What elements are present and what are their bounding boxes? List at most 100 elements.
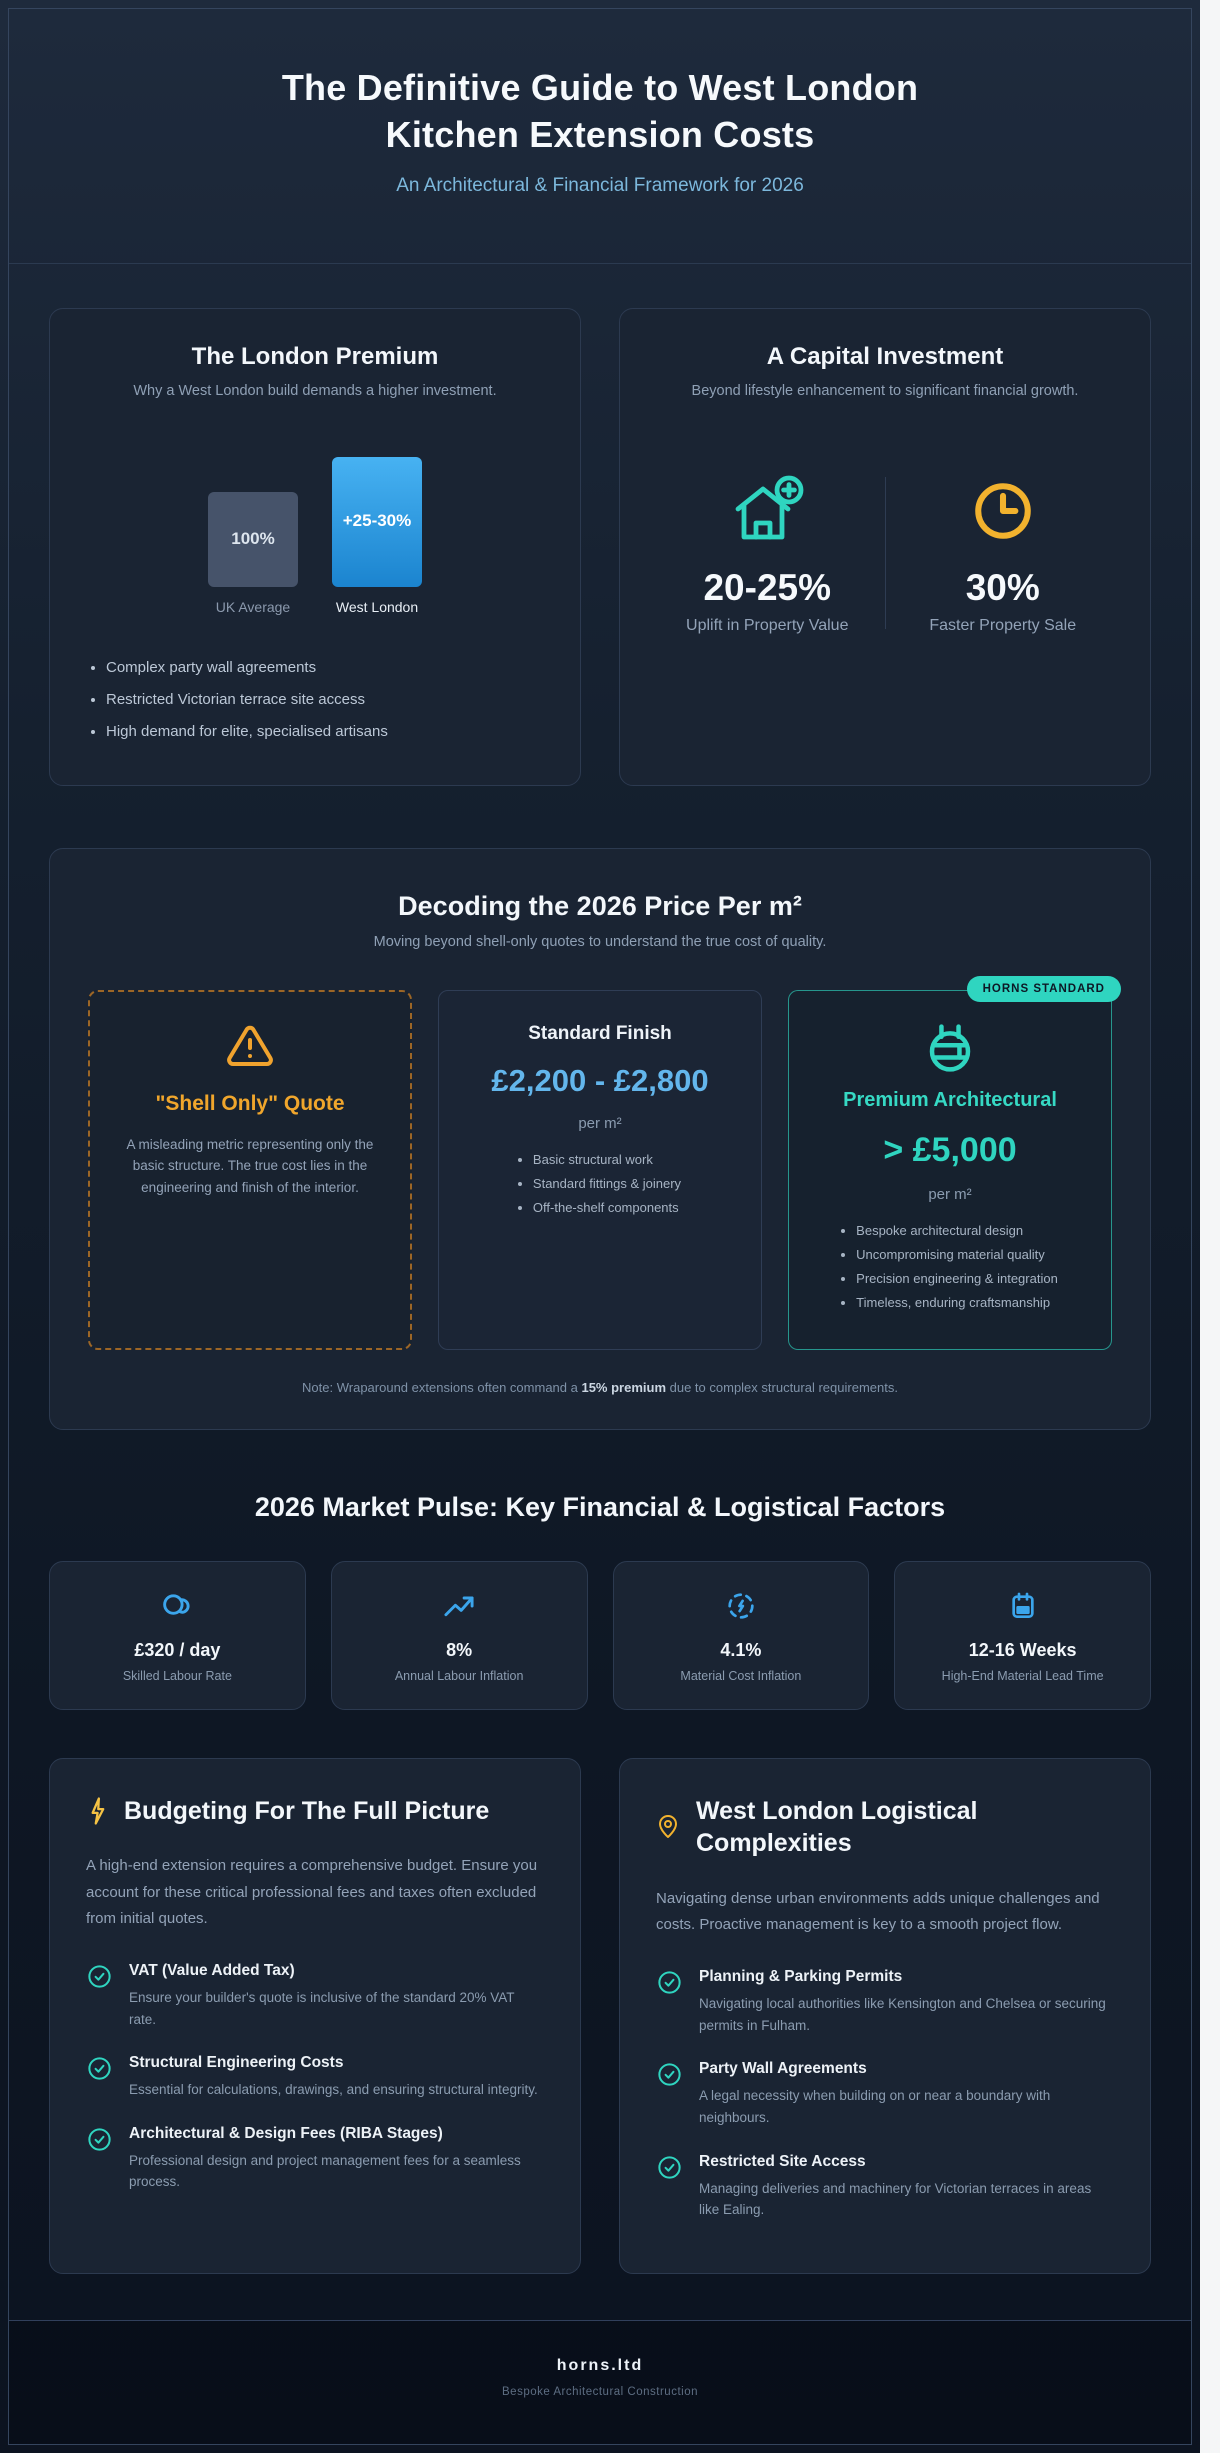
stat-value: 30%: [965, 566, 1040, 608]
tier-features: Bespoke architectural design Uncompromis…: [856, 1223, 1058, 1319]
note-bold-text: 15% premium: [581, 1379, 667, 1395]
list-item: High demand for elite, specialised artis…: [106, 723, 550, 740]
bottom-cards-row: Budgeting For The Full Picture A high-en…: [49, 1757, 1151, 2274]
stat-label: Annual Labour Inflation: [394, 1668, 524, 1683]
check-item-content: Structural Engineering Costs Essential f…: [129, 2054, 538, 2101]
check-item: Planning & Parking Permits Navigating lo…: [656, 1968, 1114, 2036]
coins-icon: [64, 1590, 291, 1622]
stat-faster-sale: 30% Faster Property Sale: [886, 471, 1121, 635]
cost-comparison-bar-chart: 100% +25-30%: [80, 456, 550, 587]
logistics-card-header: West London Logistical Complexities: [656, 1795, 1114, 1860]
footer: horns.ltd Bespoke Architectural Construc…: [9, 2319, 1191, 2444]
trending-up-icon: [346, 1590, 573, 1622]
budgeting-title: Budgeting For The Full Picture: [124, 1796, 490, 1825]
warning-triangle-icon: [112, 1022, 388, 1070]
logistics-items: Planning & Parking Permits Navigating lo…: [656, 1968, 1114, 2221]
tier-features: Basic structural work Standard fittings …: [533, 1152, 681, 1224]
clock-icon: [886, 471, 1121, 551]
check-item-title: Architectural & Design Fees (RIBA Stages…: [129, 2124, 443, 2142]
tier-unit: per m²: [578, 1114, 622, 1132]
budgeting-items: VAT (Value Added Tax) Ensure your builde…: [86, 1962, 544, 2193]
bar-west-london-value: +25-30%: [332, 456, 422, 587]
check-item-content: Restricted Site Access Managing deliveri…: [699, 2153, 1114, 2221]
bar-west-london: +25-30%: [332, 456, 422, 587]
stat-value: 8%: [446, 1639, 473, 1660]
tier-name: Standard Finish: [528, 1022, 672, 1044]
check-item-title: Party Wall Agreements: [699, 2060, 867, 2078]
tier-price: > £5,000: [883, 1130, 1017, 1169]
check-item-description: A legal necessity when building on or ne…: [699, 2088, 1051, 2126]
capital-investment-subtitle: Beyond lifestyle enhancement to signific…: [691, 382, 1079, 399]
stat-label: Faster Property Sale: [929, 616, 1077, 634]
bar-uk-average: 100%: [208, 491, 298, 587]
tier-unit: per m²: [928, 1185, 972, 1203]
map-pin-icon: [656, 1812, 680, 1842]
page-title-line2: Kitchen Extension Costs: [385, 113, 815, 155]
stat-label: High-End Material Lead Time: [941, 1668, 1104, 1683]
check-item: Restricted Site Access Managing deliveri…: [656, 2153, 1114, 2221]
stat-value: £320 / day: [134, 1639, 221, 1660]
tier-standard-finish: Standard Finish £2,200 - £2,800 per m² B…: [438, 989, 762, 1350]
check-item-content: Planning & Parking Permits Navigating lo…: [699, 1968, 1114, 2036]
bar-axis-labels: UK Average West London: [80, 599, 550, 615]
vertical-divider: [884, 476, 886, 629]
check-item: Party Wall Agreements A legal necessity …: [656, 2060, 1114, 2128]
stat-card-lead-time: 12-16 Weeks High-End Material Lead Time: [894, 1560, 1151, 1710]
check-circle-icon: [656, 1969, 683, 2036]
note-text: Note: Wraparound extensions often comman…: [302, 1379, 582, 1395]
stat-label: Skilled Labour Rate: [122, 1668, 232, 1683]
check-item: VAT (Value Added Tax) Ensure your builde…: [86, 1962, 544, 2030]
london-premium-card: The London Premium Why a West London bui…: [49, 307, 581, 786]
check-item-title: Structural Engineering Costs: [129, 2054, 344, 2072]
check-item-description: Managing deliveries and machinery for Vi…: [699, 2180, 1092, 2218]
check-item-content: Party Wall Agreements A legal necessity …: [699, 2060, 1114, 2128]
tier-name: "Shell Only" Quote: [155, 1091, 345, 1115]
top-cards-row: The London Premium Why a West London bui…: [49, 307, 1151, 786]
calendar-icon: [909, 1590, 1136, 1622]
check-circle-icon: [656, 2154, 683, 2221]
page-frame: The Definitive Guide to West London Kitc…: [8, 8, 1192, 2445]
check-item: Architectural & Design Fees (RIBA Stages…: [86, 2125, 544, 2193]
stat-value: 12-16 Weeks: [968, 1639, 1077, 1660]
stat-value: 20-25%: [703, 566, 832, 608]
list-item: Restricted Victorian terrace site access: [106, 691, 550, 708]
premium-architectural-icon: [811, 1021, 1089, 1075]
check-item-content: Architectural & Design Fees (RIBA Stages…: [129, 2125, 544, 2193]
main-content: The London Premium Why a West London bui…: [9, 264, 1191, 2274]
bar-uk-average-value: 100%: [208, 491, 298, 587]
list-item: Basic structural work: [533, 1152, 681, 1167]
market-pulse-title: 2026 Market Pulse: Key Financial & Logis…: [254, 1491, 946, 1522]
bar-west-london-label: +25-30%: [342, 511, 412, 531]
check-item-description: Professional design and project manageme…: [129, 2152, 521, 2190]
cost-cycle-icon: [628, 1590, 855, 1622]
stat-value: 4.1%: [720, 1639, 762, 1660]
premium-reasons-list: Complex party wall agreements Restricted…: [106, 659, 550, 740]
tier-premium-architectural: HORNS STANDARD Premium Architectural > £…: [788, 975, 1121, 1350]
budgeting-card-header: Budgeting For The Full Picture: [86, 1795, 544, 1828]
check-circle-icon: [656, 2061, 683, 2128]
budgeting-card: Budgeting For The Full Picture A high-en…: [49, 1757, 581, 2274]
check-item-content: VAT (Value Added Tax) Ensure your builde…: [129, 1962, 544, 2030]
market-pulse-grid: £320 / day Skilled Labour Rate 8% Annual…: [49, 1560, 1151, 1710]
check-item-title: Restricted Site Access: [699, 2152, 866, 2170]
check-item-description: Navigating local authorities like Kensin…: [699, 1996, 1106, 2033]
check-item-description: Essential for calculations, drawings, an…: [129, 2082, 538, 2098]
brand-tagline: Bespoke Architectural Construction: [502, 2385, 698, 2398]
axis-label-west-london: West London: [335, 598, 419, 615]
header: The Definitive Guide to West London Kitc…: [9, 9, 1191, 264]
check-circle-icon: [86, 1963, 113, 2030]
pricing-title: Decoding the 2026 Price Per m²: [398, 890, 802, 921]
capital-investment-card: A Capital Investment Beyond lifestyle en…: [619, 307, 1151, 786]
stat-label: Material Cost Inflation: [680, 1668, 802, 1683]
logistics-intro: Navigating dense urban environments adds…: [656, 1889, 1100, 1934]
pricing-note: Note: Wraparound extensions often comman…: [88, 1380, 1112, 1395]
london-premium-title: The London Premium: [191, 342, 439, 370]
tier-name: Premium Architectural: [843, 1088, 1057, 1111]
stat-card-labour-inflation: 8% Annual Labour Inflation: [330, 1560, 588, 1710]
tier-description: A misleading metric representing only th…: [126, 1136, 374, 1195]
bar-uk-average-label: 100%: [231, 528, 275, 548]
pricing-subtitle: Moving beyond shell-only quotes to under…: [373, 933, 827, 950]
check-item-title: Planning & Parking Permits: [699, 1968, 903, 1986]
page-title-line1: The Definitive Guide to West London: [281, 67, 919, 108]
